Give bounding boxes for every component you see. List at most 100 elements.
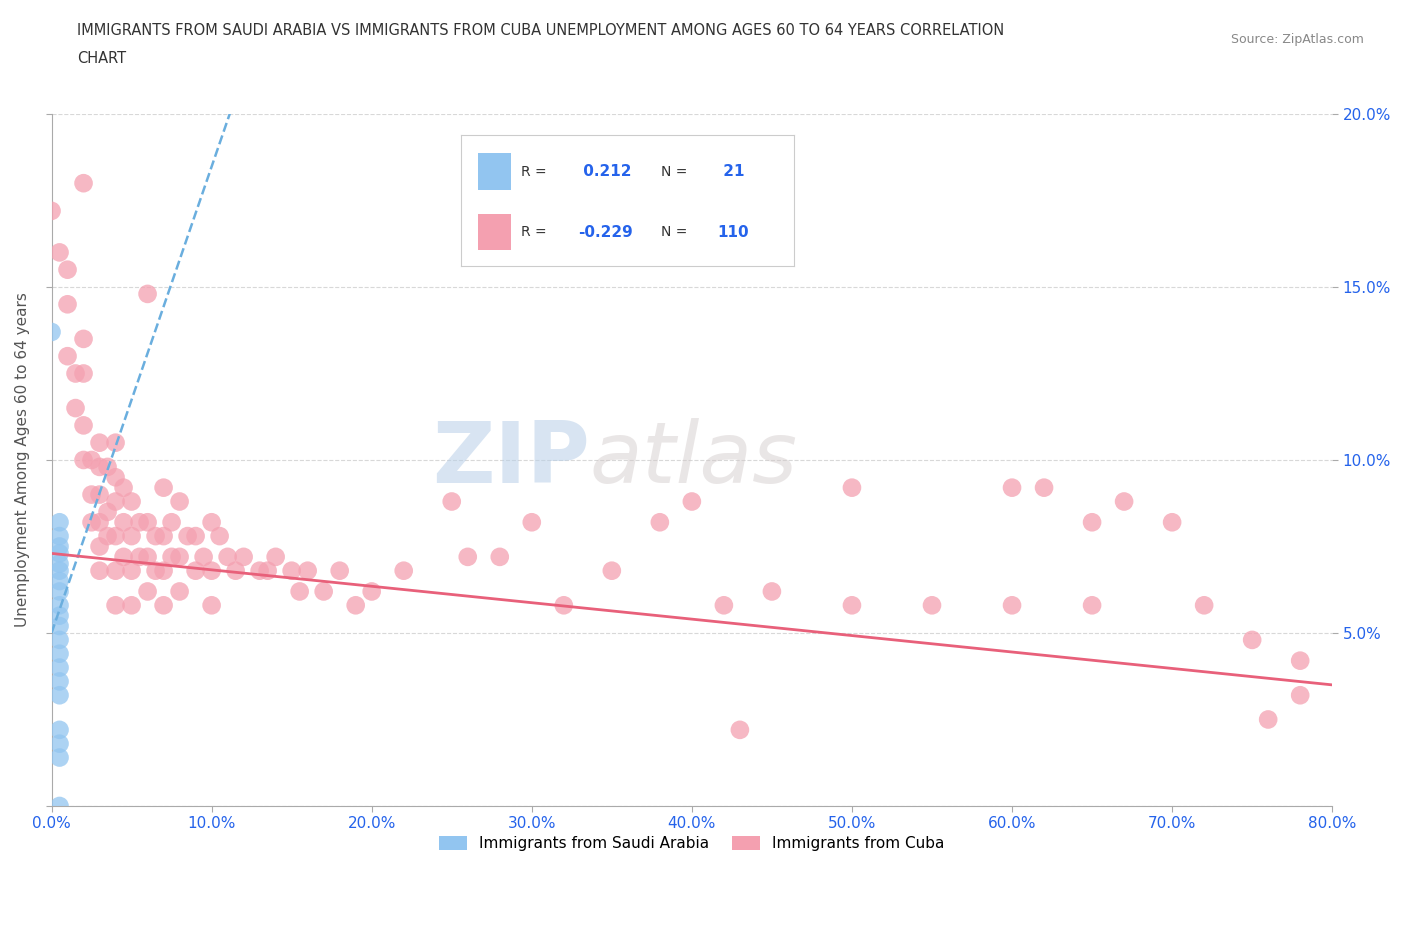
Point xyxy=(312,584,335,599)
Point xyxy=(1001,598,1024,613)
Text: CHART: CHART xyxy=(77,51,127,66)
Point xyxy=(48,584,70,599)
Point xyxy=(152,480,174,495)
Point xyxy=(681,494,703,509)
Point xyxy=(169,550,191,565)
Point xyxy=(72,176,94,191)
Point xyxy=(136,550,159,565)
Point xyxy=(1241,632,1264,647)
Point xyxy=(104,435,127,450)
Text: atlas: atlas xyxy=(589,418,797,501)
Point xyxy=(72,418,94,432)
Point xyxy=(41,325,63,339)
Point xyxy=(152,598,174,613)
Point xyxy=(264,550,287,565)
Point xyxy=(128,550,150,565)
Point xyxy=(160,515,183,530)
Point xyxy=(208,528,231,543)
Point xyxy=(169,494,191,509)
Legend: Immigrants from Saudi Arabia, Immigrants from Cuba: Immigrants from Saudi Arabia, Immigrants… xyxy=(433,830,950,857)
Point xyxy=(1081,598,1104,613)
Point xyxy=(1161,515,1184,530)
Point xyxy=(89,435,111,450)
Point xyxy=(112,550,135,565)
Point xyxy=(89,539,111,554)
Point xyxy=(104,470,127,485)
Point xyxy=(921,598,943,613)
Point xyxy=(457,550,479,565)
Point xyxy=(80,487,103,502)
Y-axis label: Unemployment Among Ages 60 to 64 years: Unemployment Among Ages 60 to 64 years xyxy=(15,293,30,628)
Point xyxy=(80,515,103,530)
Point xyxy=(48,598,70,613)
Point xyxy=(201,515,224,530)
Point xyxy=(344,598,367,613)
Point xyxy=(360,584,382,599)
Point xyxy=(72,331,94,346)
Point xyxy=(48,528,70,543)
Point xyxy=(488,550,510,565)
Point xyxy=(152,528,174,543)
Point xyxy=(96,528,118,543)
Point xyxy=(193,550,215,565)
Point xyxy=(160,550,183,565)
Point xyxy=(104,528,127,543)
Point xyxy=(48,660,70,675)
Point xyxy=(136,515,159,530)
Point xyxy=(89,564,111,578)
Point xyxy=(1289,653,1312,668)
Point xyxy=(80,453,103,468)
Point xyxy=(225,564,247,578)
Point xyxy=(72,366,94,381)
Point xyxy=(761,584,783,599)
Point xyxy=(256,564,278,578)
Point xyxy=(89,515,111,530)
Point xyxy=(48,546,70,561)
Point xyxy=(121,494,143,509)
Point xyxy=(297,564,319,578)
Point xyxy=(553,598,575,613)
Point xyxy=(713,598,735,613)
Point xyxy=(249,564,271,578)
Point xyxy=(1033,480,1056,495)
Point xyxy=(217,550,239,565)
Point xyxy=(136,286,159,301)
Point xyxy=(112,515,135,530)
Point xyxy=(152,564,174,578)
Point xyxy=(48,608,70,623)
Point xyxy=(121,598,143,613)
Point xyxy=(41,204,63,219)
Point xyxy=(121,564,143,578)
Point xyxy=(392,564,415,578)
Point xyxy=(176,528,198,543)
Point xyxy=(128,515,150,530)
Point xyxy=(48,245,70,259)
Point xyxy=(96,504,118,519)
Point xyxy=(48,618,70,633)
Point xyxy=(48,574,70,589)
Point xyxy=(48,723,70,737)
Point xyxy=(48,515,70,530)
Point xyxy=(145,528,167,543)
Point xyxy=(89,487,111,502)
Point xyxy=(600,564,623,578)
Text: Source: ZipAtlas.com: Source: ZipAtlas.com xyxy=(1230,33,1364,46)
Point xyxy=(104,598,127,613)
Point xyxy=(65,401,87,416)
Point xyxy=(65,366,87,381)
Point xyxy=(184,528,207,543)
Point xyxy=(48,632,70,647)
Point xyxy=(48,737,70,751)
Point xyxy=(112,480,135,495)
Point xyxy=(48,799,70,814)
Point xyxy=(184,564,207,578)
Point xyxy=(201,564,224,578)
Point xyxy=(48,539,70,554)
Point xyxy=(121,528,143,543)
Point xyxy=(440,494,463,509)
Point xyxy=(96,459,118,474)
Point xyxy=(48,646,70,661)
Point xyxy=(104,494,127,509)
Text: ZIP: ZIP xyxy=(432,418,589,501)
Point xyxy=(56,297,79,312)
